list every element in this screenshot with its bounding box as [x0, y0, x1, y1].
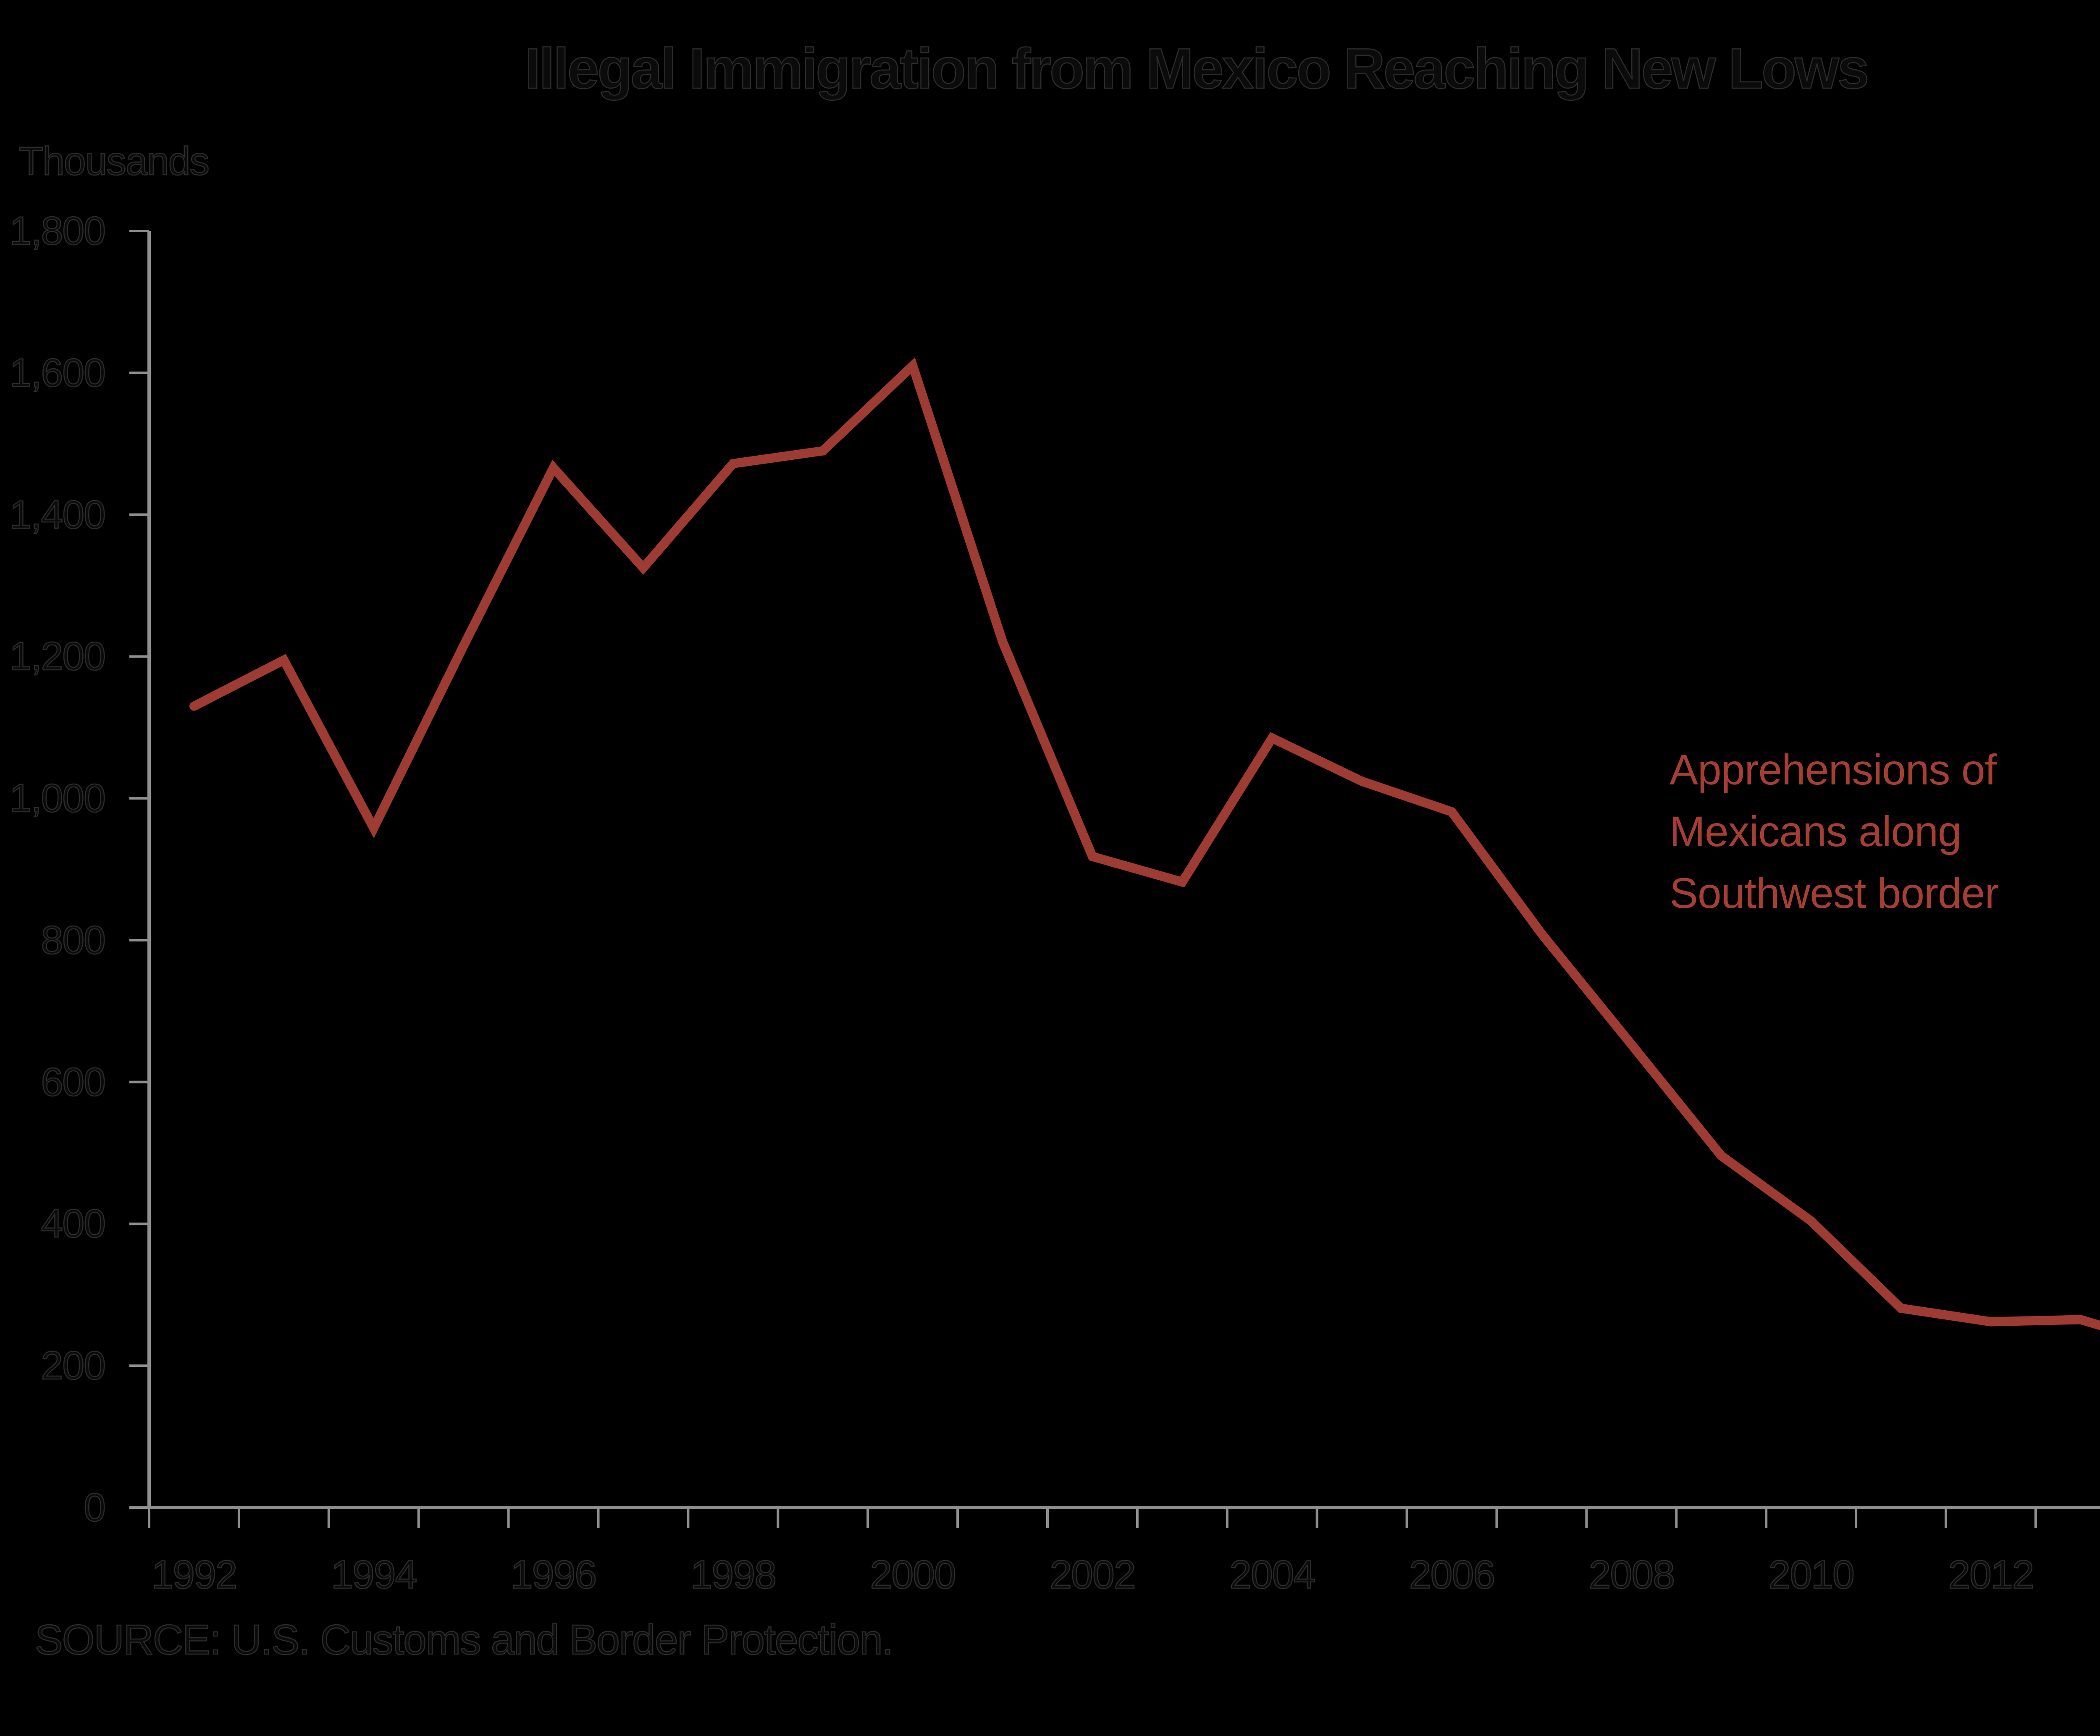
y-tick-label: 800 — [40, 918, 106, 962]
y-tick-label: 400 — [40, 1201, 106, 1246]
y-tick-label: 200 — [40, 1343, 106, 1388]
x-tick-label: 1998 — [690, 1552, 777, 1597]
series-annotation-line-1: Apprehensions of — [1670, 746, 1997, 794]
x-axis-ticks — [148, 1508, 2037, 1528]
y-tick-label: 0 — [83, 1485, 106, 1530]
apprehensions-trend-line — [189, 357, 2100, 1330]
y-tick-label: 600 — [40, 1059, 106, 1104]
chart-title: Illegal Immigration from Mexico Reaching… — [524, 36, 1870, 101]
y-tick-label: 1,600 — [9, 350, 106, 395]
series-annotation-line-3: Southwest border — [1670, 869, 1999, 917]
x-tick-label: 2010 — [1768, 1552, 1855, 1597]
x-tick-label: 2008 — [1588, 1552, 1675, 1597]
series-annotation-line-2: Mexicans along — [1670, 808, 1962, 855]
y-axis-unit-label: Thousands — [18, 139, 210, 184]
source-note: SOURCE: U.S. Customs and Border Protecti… — [34, 1616, 894, 1664]
x-tick-label: 2000 — [869, 1552, 957, 1597]
x-tick-label: 2012 — [1948, 1552, 2035, 1597]
x-tick-label: 2006 — [1409, 1552, 1496, 1597]
y-tick-label: 1,000 — [9, 776, 106, 821]
x-tick-label: 1992 — [151, 1552, 238, 1597]
y-axis-ticks — [129, 230, 149, 1509]
series-annotation: Apprehensions of Mexicans along Southwes… — [1670, 739, 1999, 924]
y-tick-label: 1,400 — [9, 492, 106, 537]
x-tick-label: 1994 — [331, 1552, 418, 1597]
x-tick-label: 1996 — [510, 1552, 598, 1597]
y-tick-label: 1,200 — [9, 634, 106, 679]
x-tick-label: 2002 — [1049, 1552, 1137, 1597]
x-tick-label: 2004 — [1229, 1552, 1316, 1597]
y-tick-label: 1,800 — [9, 209, 106, 253]
